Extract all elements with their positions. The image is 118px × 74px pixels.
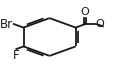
Text: F: F — [13, 49, 20, 62]
Text: O: O — [80, 7, 89, 17]
Text: Br: Br — [0, 18, 13, 31]
Text: O: O — [95, 19, 104, 29]
